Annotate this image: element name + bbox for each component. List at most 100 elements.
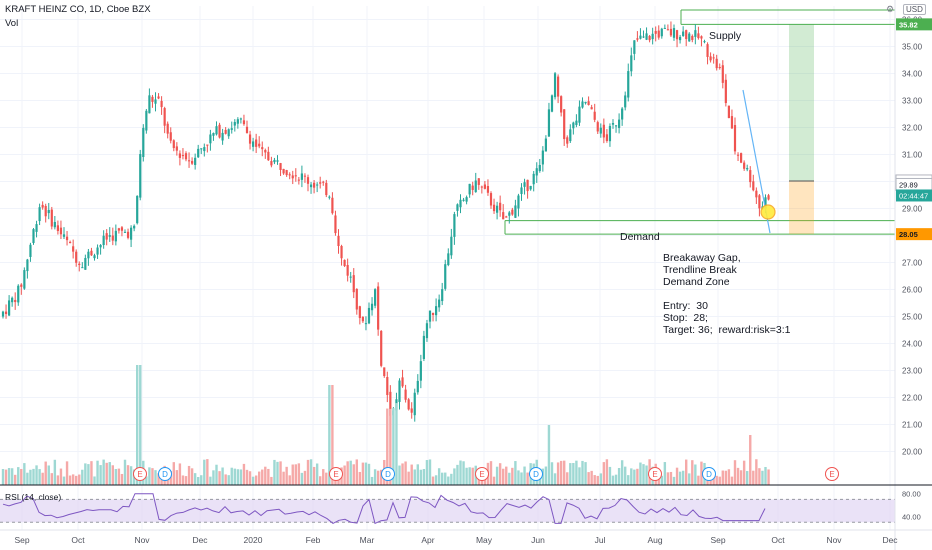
- volume-bar: [639, 462, 642, 485]
- candle-body: [596, 122, 599, 132]
- volume-bar: [151, 468, 154, 485]
- volume-bar: [178, 463, 182, 485]
- candle-body: [724, 79, 727, 104]
- candle-body: [633, 40, 636, 54]
- volume-bar: [309, 459, 313, 485]
- candle-body: [669, 28, 673, 36]
- price-tag-label: 35.82: [899, 20, 918, 29]
- candle-body: [480, 186, 483, 188]
- volume-bar: [456, 464, 459, 485]
- candle-body: [65, 236, 69, 241]
- event-marker-label: E: [829, 470, 834, 479]
- candle-body: [639, 35, 642, 39]
- volume-bar: [666, 472, 670, 485]
- volume-bar: [660, 475, 663, 485]
- volume-bar: [688, 473, 691, 485]
- volume-bar: [148, 467, 151, 485]
- price-tick-label: 24.00: [902, 340, 923, 349]
- volume-bar: [59, 468, 63, 485]
- rsi-tick-label: 40.00: [902, 513, 921, 522]
- candle-body: [688, 33, 691, 42]
- volume-bar: [306, 459, 310, 485]
- candle-body: [374, 289, 377, 306]
- candle-body: [730, 116, 734, 129]
- volume-bar: [81, 469, 84, 485]
- volume-bar: [279, 461, 282, 485]
- volume-bar: [657, 475, 660, 485]
- candle-body: [721, 65, 724, 83]
- candle-body: [44, 205, 47, 217]
- candle-body: [438, 299, 441, 308]
- volume-bar: [697, 475, 700, 485]
- candle-body: [532, 173, 535, 185]
- candle-body: [584, 101, 587, 104]
- volume-bar: [453, 468, 456, 485]
- volume-bar: [215, 464, 218, 485]
- candle-body: [736, 154, 740, 156]
- volume-bar: [389, 408, 392, 485]
- volume-bar: [575, 460, 578, 485]
- candle-body: [41, 204, 44, 208]
- volume-bar: [752, 470, 755, 485]
- candle-body: [654, 30, 657, 34]
- candle-body: [126, 231, 130, 238]
- candle-body: [358, 306, 361, 319]
- volume-bar: [373, 469, 377, 485]
- event-marker-label: D: [706, 470, 712, 479]
- currency-badge[interactable]: USD: [903, 4, 926, 15]
- price-tick-label: 35.00: [902, 43, 923, 52]
- price-tag-label: 28.05: [899, 230, 918, 239]
- volume-bar: [35, 465, 38, 485]
- candle-body: [136, 195, 139, 224]
- volume-bar: [672, 476, 676, 485]
- volume-bar: [416, 464, 419, 485]
- volume-bar: [349, 460, 352, 485]
- candle-body: [611, 123, 615, 125]
- volume-bar: [227, 475, 230, 485]
- candle-body: [560, 96, 563, 113]
- candle-body: [62, 234, 66, 237]
- trade-note-line: Demand Zone: [663, 276, 730, 288]
- candle-body: [93, 255, 96, 259]
- volume-bar: [20, 468, 23, 485]
- candle-body: [535, 168, 538, 176]
- candle-body: [517, 195, 520, 209]
- rsi-label: RSI (14, close): [5, 492, 61, 502]
- volume-bar: [401, 463, 404, 485]
- volume-bar: [32, 468, 35, 485]
- candle-body: [441, 289, 444, 302]
- candle-body: [520, 187, 523, 195]
- event-marker-label: E: [479, 470, 484, 479]
- candle-body: [343, 259, 346, 267]
- volume-bar: [239, 469, 243, 485]
- volume-bar: [581, 460, 584, 485]
- event-marker-label: E: [137, 470, 142, 479]
- candle-body: [526, 179, 529, 192]
- candle-body: [529, 185, 532, 190]
- candle-body: [78, 263, 81, 266]
- candle-body: [294, 175, 297, 177]
- candle-body: [483, 184, 486, 189]
- gear-icon[interactable]: ⚙: [886, 4, 895, 14]
- volume-bar: [642, 464, 645, 485]
- earnings-marker: [475, 467, 489, 481]
- candle-body: [703, 41, 706, 43]
- price-tick-label: 27.00: [902, 259, 923, 268]
- candle-body: [72, 246, 75, 252]
- volume-bar: [422, 468, 426, 485]
- candle-body: [630, 55, 633, 72]
- volume-bar: [282, 471, 285, 485]
- volume-bar: [96, 460, 99, 485]
- volume-bar: [761, 470, 764, 485]
- price-tick-label: 23.00: [902, 367, 923, 376]
- earnings-marker: [329, 467, 343, 481]
- candle-body: [624, 95, 627, 108]
- annotation-layer: [742, 89, 776, 234]
- candle-body: [541, 150, 544, 165]
- volume-bar: [218, 471, 221, 485]
- price-tick-label: 21.00: [902, 421, 923, 430]
- stop-zone: [789, 180, 814, 235]
- volume-bar: [495, 466, 499, 485]
- candle-body: [288, 174, 291, 176]
